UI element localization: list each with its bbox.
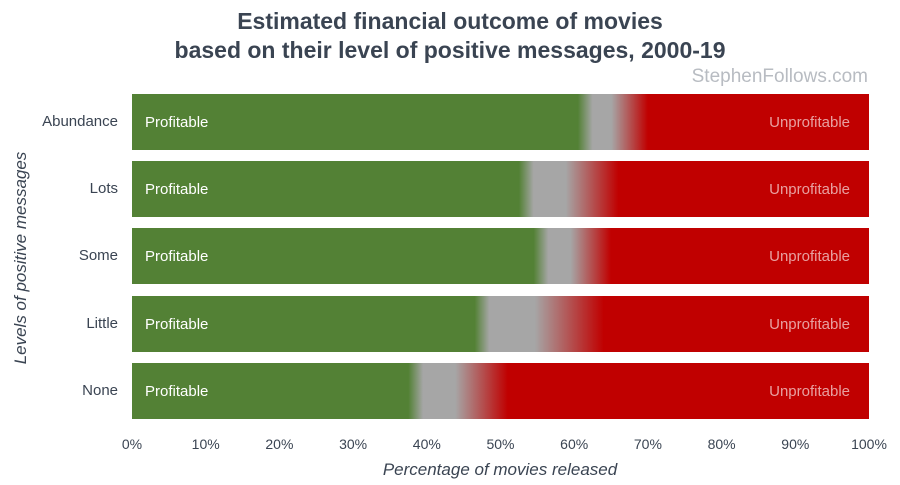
unprofitable-label: Unprofitable <box>769 316 850 333</box>
chart-title-line-2: based on their level of positive message… <box>174 37 726 63</box>
watermark: StephenFollows.com <box>691 66 868 87</box>
category-label-some: Some <box>78 247 118 264</box>
profitable-label: Profitable <box>145 383 209 400</box>
profitable-label: Profitable <box>145 248 209 265</box>
x-tick-label: 100% <box>851 436 887 452</box>
x-tick-label: 0% <box>121 436 143 452</box>
category-label-lots: Lots <box>89 180 118 197</box>
category-label-little: Little <box>86 315 118 332</box>
x-tick-label: 60% <box>560 436 589 452</box>
category-label-abundance: Abundance <box>42 113 118 130</box>
profitable-label: Profitable <box>145 316 209 333</box>
unprofitable-label: Unprofitable <box>769 181 850 198</box>
category-label-none: None <box>82 382 118 399</box>
x-tick-label: 40% <box>412 436 441 452</box>
x-tick-label: 80% <box>707 436 736 452</box>
unprofitable-label: Unprofitable <box>769 383 850 400</box>
x-tick-label: 90% <box>781 436 810 452</box>
bar-none <box>132 363 869 419</box>
x-axis-label: Percentage of movies released <box>382 460 618 479</box>
bar-little <box>132 296 869 352</box>
y-axis-label: Levels of positive messages <box>11 151 30 365</box>
bar-some <box>132 228 869 284</box>
bar-abundance <box>132 94 869 150</box>
x-tick-label: 10% <box>191 436 220 452</box>
x-tick-label: 70% <box>633 436 662 452</box>
x-tick-label: 50% <box>486 436 515 452</box>
x-tick-label: 30% <box>339 436 368 452</box>
unprofitable-label: Unprofitable <box>769 248 850 265</box>
profitable-label: Profitable <box>145 181 209 198</box>
unprofitable-label: Unprofitable <box>769 114 850 131</box>
profitable-label: Profitable <box>145 114 209 131</box>
x-tick-label: 20% <box>265 436 294 452</box>
chart-title-line-1: Estimated financial outcome of movies <box>237 8 663 34</box>
bar-lots <box>132 161 869 217</box>
